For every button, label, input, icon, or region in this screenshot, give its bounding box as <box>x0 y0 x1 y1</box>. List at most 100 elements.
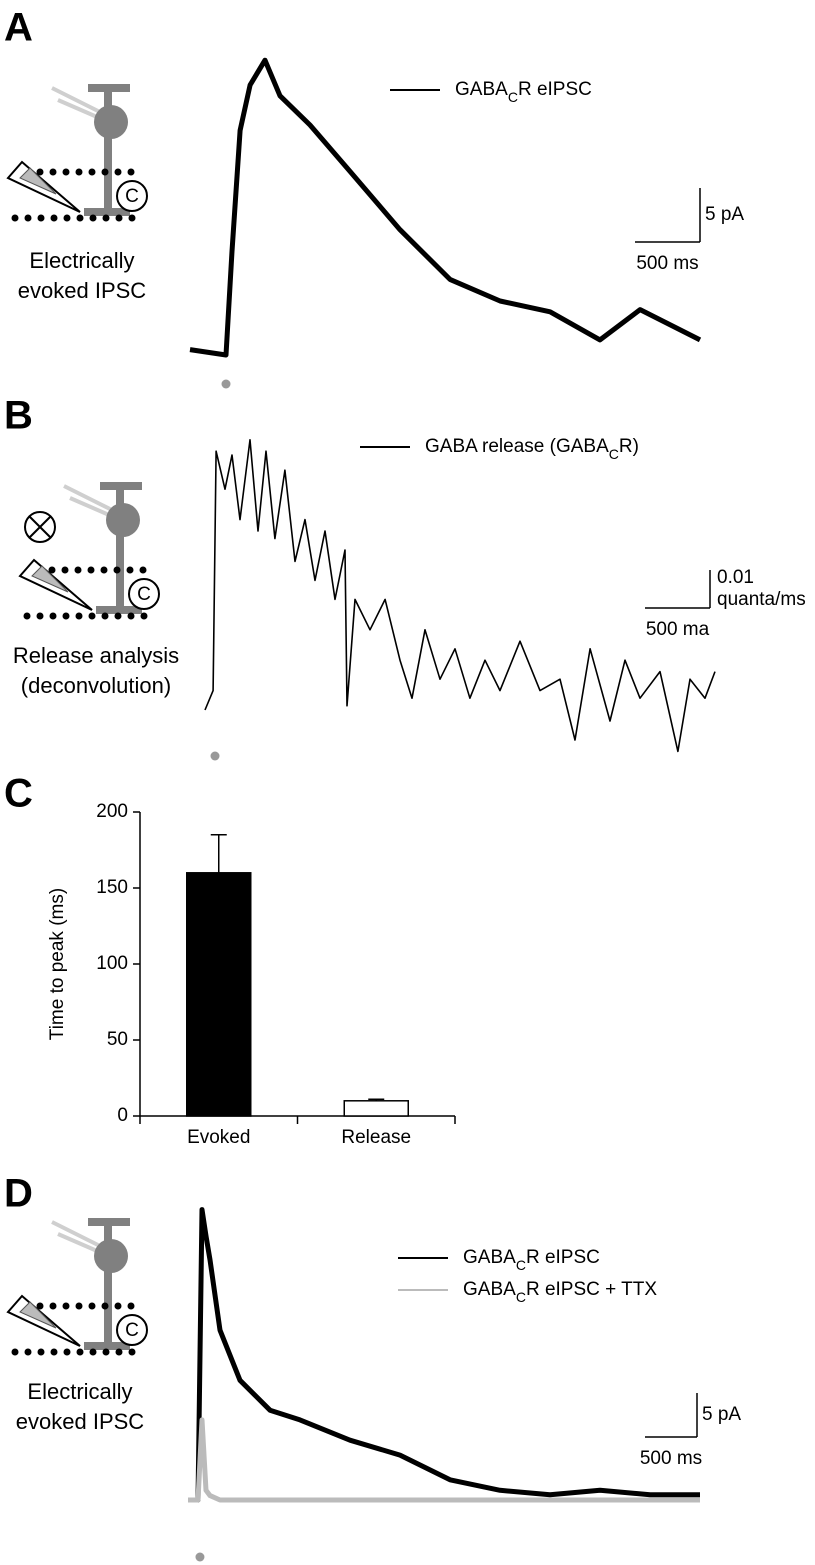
y-axis-label: Time to peak (ms) <box>47 888 68 1040</box>
scalebar-y-label: 0.01 <box>717 567 754 588</box>
dot <box>74 566 82 574</box>
pipette <box>63 484 117 514</box>
legend-label: GABA release (GABACR) <box>425 436 639 462</box>
dot <box>140 612 148 620</box>
schematic: C <box>6 1218 148 1356</box>
dot <box>89 214 97 222</box>
pipette <box>51 1220 105 1250</box>
y-tick-label: 150 <box>96 877 128 898</box>
dot <box>101 612 109 620</box>
panel-letter: A <box>4 6 33 50</box>
trace <box>189 57 702 358</box>
scalebar-y-label: 5 pA <box>705 204 744 225</box>
legend-label: GABACR eIPSC <box>463 1247 600 1273</box>
panel-letter: D <box>4 1172 33 1216</box>
c-label: C <box>125 1320 139 1341</box>
legend-text: C <box>508 89 518 105</box>
legend-text: GABA <box>463 1247 516 1268</box>
stimulus-marker <box>221 379 231 389</box>
dot <box>36 612 44 620</box>
dot <box>87 566 95 574</box>
soma <box>94 1239 128 1273</box>
dot <box>11 1348 19 1356</box>
dot <box>63 214 71 222</box>
c-circle <box>116 180 148 212</box>
legend-text: R eIPSC <box>518 79 592 100</box>
schematic: C <box>18 482 160 620</box>
dot <box>49 612 57 620</box>
panel-letter: C <box>4 772 33 816</box>
dot <box>63 1348 71 1356</box>
dot <box>139 566 147 574</box>
bar <box>186 872 252 1117</box>
legend-text: GABA <box>455 79 508 100</box>
block-icon <box>24 511 56 543</box>
dot <box>76 1348 84 1356</box>
legend-text: R eIPSC + TTX <box>526 1279 657 1300</box>
pipette <box>51 86 105 116</box>
dot <box>37 1348 45 1356</box>
dot <box>102 1348 110 1356</box>
trace <box>204 438 716 753</box>
schematic-caption: Release analysis <box>13 643 179 668</box>
dot <box>62 1302 70 1310</box>
schematic-caption: Electrically <box>27 1379 132 1404</box>
dot <box>127 1302 135 1310</box>
dot <box>114 612 122 620</box>
legend-text: C <box>516 1257 526 1273</box>
dot <box>49 1302 57 1310</box>
c-label: C <box>137 584 151 605</box>
dot <box>48 566 56 574</box>
dot <box>11 214 19 222</box>
trace <box>188 1207 700 1503</box>
schematic-caption: (deconvolution) <box>21 673 171 698</box>
scalebar-x-label: 500 ms <box>640 1448 702 1469</box>
scalebar-y-label: quanta/ms <box>717 589 806 610</box>
c-label: C <box>125 186 139 207</box>
electrode-tip <box>31 565 69 593</box>
x-tick-label: Evoked <box>187 1127 250 1148</box>
dot <box>115 1348 123 1356</box>
legend-text: C <box>516 1289 526 1305</box>
c-circle <box>116 1314 148 1346</box>
dot <box>102 214 110 222</box>
x-tick-label: Release <box>341 1127 411 1148</box>
dot <box>49 168 57 176</box>
block-icon <box>29 516 51 538</box>
dot <box>127 168 135 176</box>
dot <box>115 214 123 222</box>
dot <box>23 612 31 620</box>
dot <box>101 168 109 176</box>
dot <box>62 168 70 176</box>
soma <box>106 503 140 537</box>
dot <box>126 566 134 574</box>
legend-label: GABACR eIPSC <box>455 79 592 105</box>
dot <box>75 168 83 176</box>
y-tick-label: 200 <box>96 801 128 822</box>
dot <box>24 1348 32 1356</box>
dot <box>88 612 96 620</box>
dot <box>100 566 108 574</box>
dot <box>114 168 122 176</box>
dot <box>36 168 44 176</box>
stimulus-marker <box>210 751 220 761</box>
legend-text: GABA release (GABA <box>425 436 609 457</box>
dot <box>37 214 45 222</box>
dot <box>75 612 83 620</box>
dot <box>62 612 70 620</box>
scalebar-y-label: 5 pA <box>702 1404 741 1425</box>
dot <box>88 1302 96 1310</box>
trace <box>188 1417 700 1503</box>
schematic-caption: evoked IPSC <box>16 1409 145 1434</box>
scalebar-x-label: 500 ms <box>636 253 698 274</box>
dot <box>24 214 32 222</box>
legend-text: GABA <box>463 1279 516 1300</box>
y-tick-label: 0 <box>117 1105 128 1126</box>
scalebar-x-label: 500 ma <box>646 619 710 640</box>
legend-text: R eIPSC <box>526 1247 600 1268</box>
dot <box>76 214 84 222</box>
dot <box>114 1302 122 1310</box>
dot <box>113 566 121 574</box>
electrode-tip <box>19 1301 57 1329</box>
dot <box>75 1302 83 1310</box>
